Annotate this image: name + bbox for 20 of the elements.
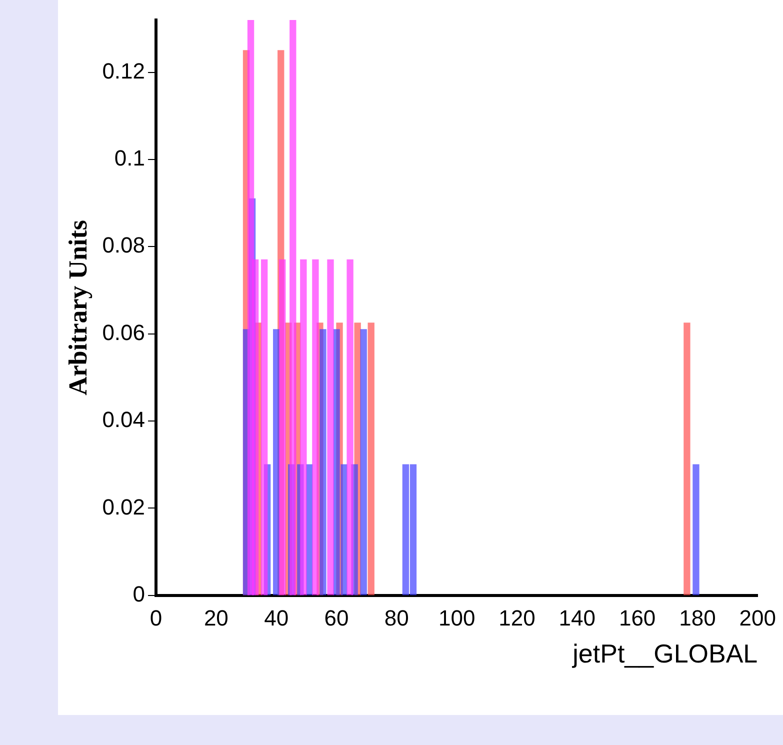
y-tick-label: 0.08 <box>102 232 146 258</box>
x-tick-label: 0 <box>150 606 162 631</box>
x-axis-title: jetPt__GLOBAL <box>572 638 758 669</box>
x-tick-label: 60 <box>324 606 349 631</box>
y-tick-label: 0.02 <box>102 494 146 520</box>
x-tick-label: 80 <box>384 606 409 631</box>
x-tick-label: 200 <box>739 606 776 631</box>
x-tick-label: 100 <box>438 606 476 631</box>
y-axis-title: Arbitrary Units <box>63 220 92 396</box>
x-tick-label: 160 <box>618 606 656 631</box>
y-tick-label: 0 <box>132 581 146 606</box>
x-tick-label: 140 <box>558 606 596 631</box>
y-tick-label: 0.04 <box>102 407 146 432</box>
x-tick-label: 40 <box>264 606 289 631</box>
x-tick-label: 120 <box>498 606 536 631</box>
y-tick-label: 0.12 <box>102 58 146 84</box>
x-tick-label: 20 <box>204 606 228 631</box>
y-tick-label: 0.06 <box>102 320 146 345</box>
y-tick-label: 0.1 <box>114 146 146 171</box>
x-tick-label: 180 <box>679 606 716 631</box>
